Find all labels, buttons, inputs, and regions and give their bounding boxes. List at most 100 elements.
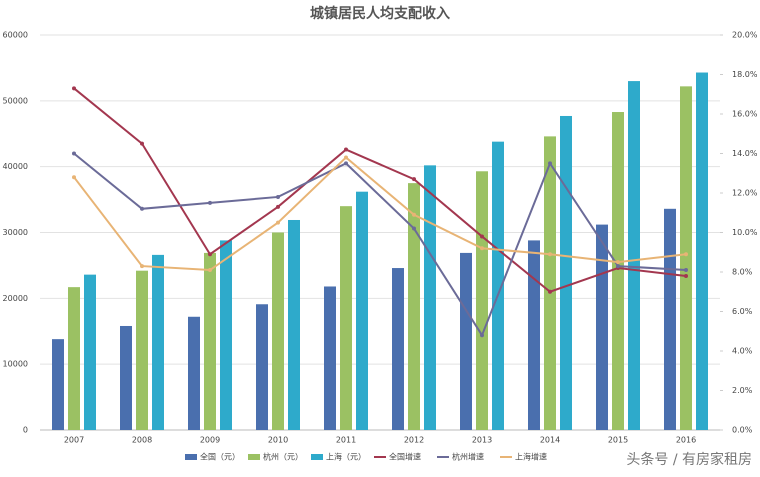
bar [696,72,708,431]
bar [152,254,164,430]
marker [548,289,552,294]
x-tick-label: 2014 [540,436,560,445]
marker [480,234,484,239]
y-tick-label: 0 [23,426,28,435]
x-tick-label: 2009 [200,436,220,445]
bar [324,286,336,430]
legend-label: 杭州（元） [263,452,303,462]
bar [612,112,624,431]
y2-tick-label: 10.0% [732,228,758,237]
legend-label: 杭州增速 [452,452,484,462]
legend-label: 全国（元） [200,452,240,462]
bar [136,270,148,430]
bar [340,206,352,430]
legend-swatch [248,454,260,460]
bar [408,183,420,430]
y2-tick-label: 6.0% [732,307,753,316]
bar [560,115,572,430]
marker [276,194,280,199]
bar [52,339,64,430]
marker [140,206,144,211]
bar [188,316,200,430]
legend-swatch [185,454,197,460]
bar [424,165,436,430]
x-tick-label: 2008 [132,436,152,445]
x-tick-label: 2013 [472,436,492,445]
marker [344,155,348,160]
marker [412,226,416,231]
watermark: 头条号 / 有房家租房 [626,451,752,468]
y2-tick-label: 18.0% [732,70,758,79]
marker [344,147,348,152]
legend-label: 全国增速 [389,452,421,462]
x-tick-label: 2015 [608,436,628,445]
marker [480,246,484,251]
chart-title: 城镇居民人均支配收入 [310,5,450,22]
marker [684,252,688,257]
marker [208,200,212,205]
marker [140,141,144,146]
y2-tick-label: 0.0% [732,426,753,435]
bar [544,136,556,430]
bar [460,252,472,430]
bar [272,232,284,430]
bar [596,224,608,430]
bar [392,268,404,430]
line [73,87,687,293]
line [73,152,687,338]
marker [412,212,416,217]
y-tick-label: 10000 [3,360,28,369]
bar [356,191,368,430]
marker [140,264,144,269]
x-tick-label: 2012 [404,436,424,445]
marker [616,264,620,269]
marker [480,333,484,338]
y-tick-label: 30000 [3,228,28,237]
marker [72,86,76,91]
marker [412,177,416,182]
marker [208,252,212,257]
bar [664,208,676,430]
x-tick-label: 2011 [336,436,356,445]
legend-label: 上海（元） [326,452,366,462]
bar [492,141,504,430]
marker [344,161,348,166]
marker [684,268,688,273]
marker [548,252,552,257]
legend-label: 上海增速 [515,452,547,462]
legend-swatch [311,454,323,460]
bar [628,81,640,430]
bar [84,274,96,430]
y-tick-label: 50000 [3,96,28,105]
y2-tick-label: 4.0% [732,347,753,356]
bar [204,252,216,430]
y2-tick-label: 16.0% [732,110,758,119]
marker [208,268,212,273]
marker [72,175,76,180]
y-tick-label: 20000 [3,294,28,303]
bar [288,219,300,430]
y2-tick-label: 2.0% [732,386,753,395]
x-tick-label: 2007 [64,436,84,445]
marker [276,220,280,225]
y2-tick-label: 14.0% [732,149,758,158]
marker [548,161,552,166]
x-tick-label: 2016 [676,436,696,445]
bar [120,325,132,430]
bar [220,240,232,430]
y2-tick-label: 8.0% [732,268,753,277]
x-tick-label: 2010 [268,436,288,445]
bar [680,86,692,430]
marker [72,151,76,156]
bar [528,240,540,430]
marker [684,273,688,278]
marker [616,260,620,265]
y-tick-label: 40000 [3,162,28,171]
bar [476,171,488,430]
bar [256,304,268,430]
y2-tick-label: 12.0% [732,189,758,198]
marker [276,204,280,209]
bar [68,287,80,430]
y-tick-label: 60000 [3,31,28,40]
